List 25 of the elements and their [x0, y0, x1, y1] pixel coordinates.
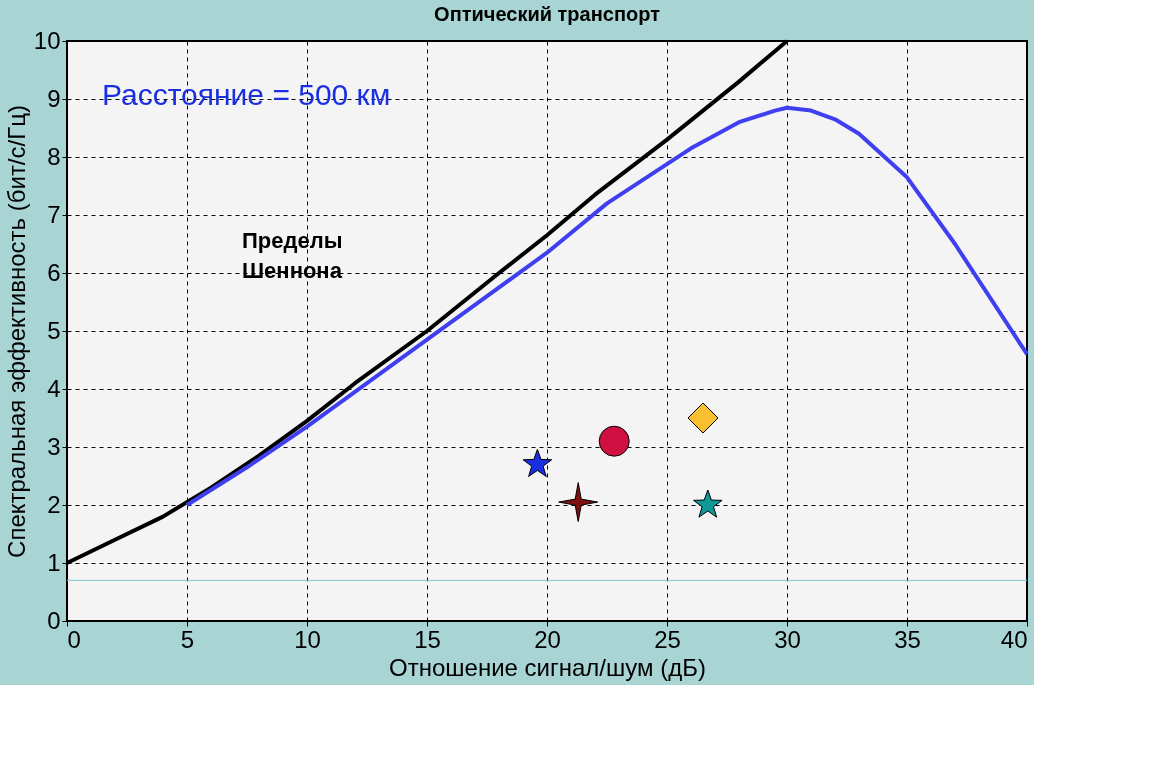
x-tick-label: 5: [180, 625, 195, 653]
annotation: Пределы Шеннона: [242, 228, 343, 283]
x-tick-label: 20: [534, 625, 561, 653]
y-tick-label: 7: [47, 200, 61, 228]
x-tick-label: 25: [654, 625, 681, 653]
y-axis-title: Спектральная эффективность (бит/с/Гц): [2, 105, 30, 558]
y-tick-label: 8: [47, 142, 61, 170]
y-tick-label: 5: [47, 316, 61, 344]
y-tick-label: 0: [47, 606, 61, 634]
y-tick-label: 9: [47, 84, 61, 112]
x-tick-label: 10: [294, 625, 321, 653]
x-axis-title: Отношение сигнал/шум (дБ): [389, 653, 706, 681]
y-tick-label: 10: [33, 26, 61, 54]
chart-title: Оптический транспорт: [434, 3, 661, 25]
y-tick-label: 1: [47, 548, 61, 576]
x-tick-label: 35: [894, 625, 921, 653]
x-tick-label: 15: [414, 625, 441, 653]
line-series: [185, 105, 1029, 507]
x-tick-label: 40: [1000, 625, 1028, 653]
y-tick-label: 3: [47, 432, 61, 460]
y-tick-label: 6: [47, 258, 61, 286]
x-tick-label: 30: [774, 625, 801, 653]
y-tick-label: 2: [47, 490, 61, 518]
x-tick-label: 0: [67, 625, 81, 653]
y-tick-label: 4: [47, 374, 61, 402]
